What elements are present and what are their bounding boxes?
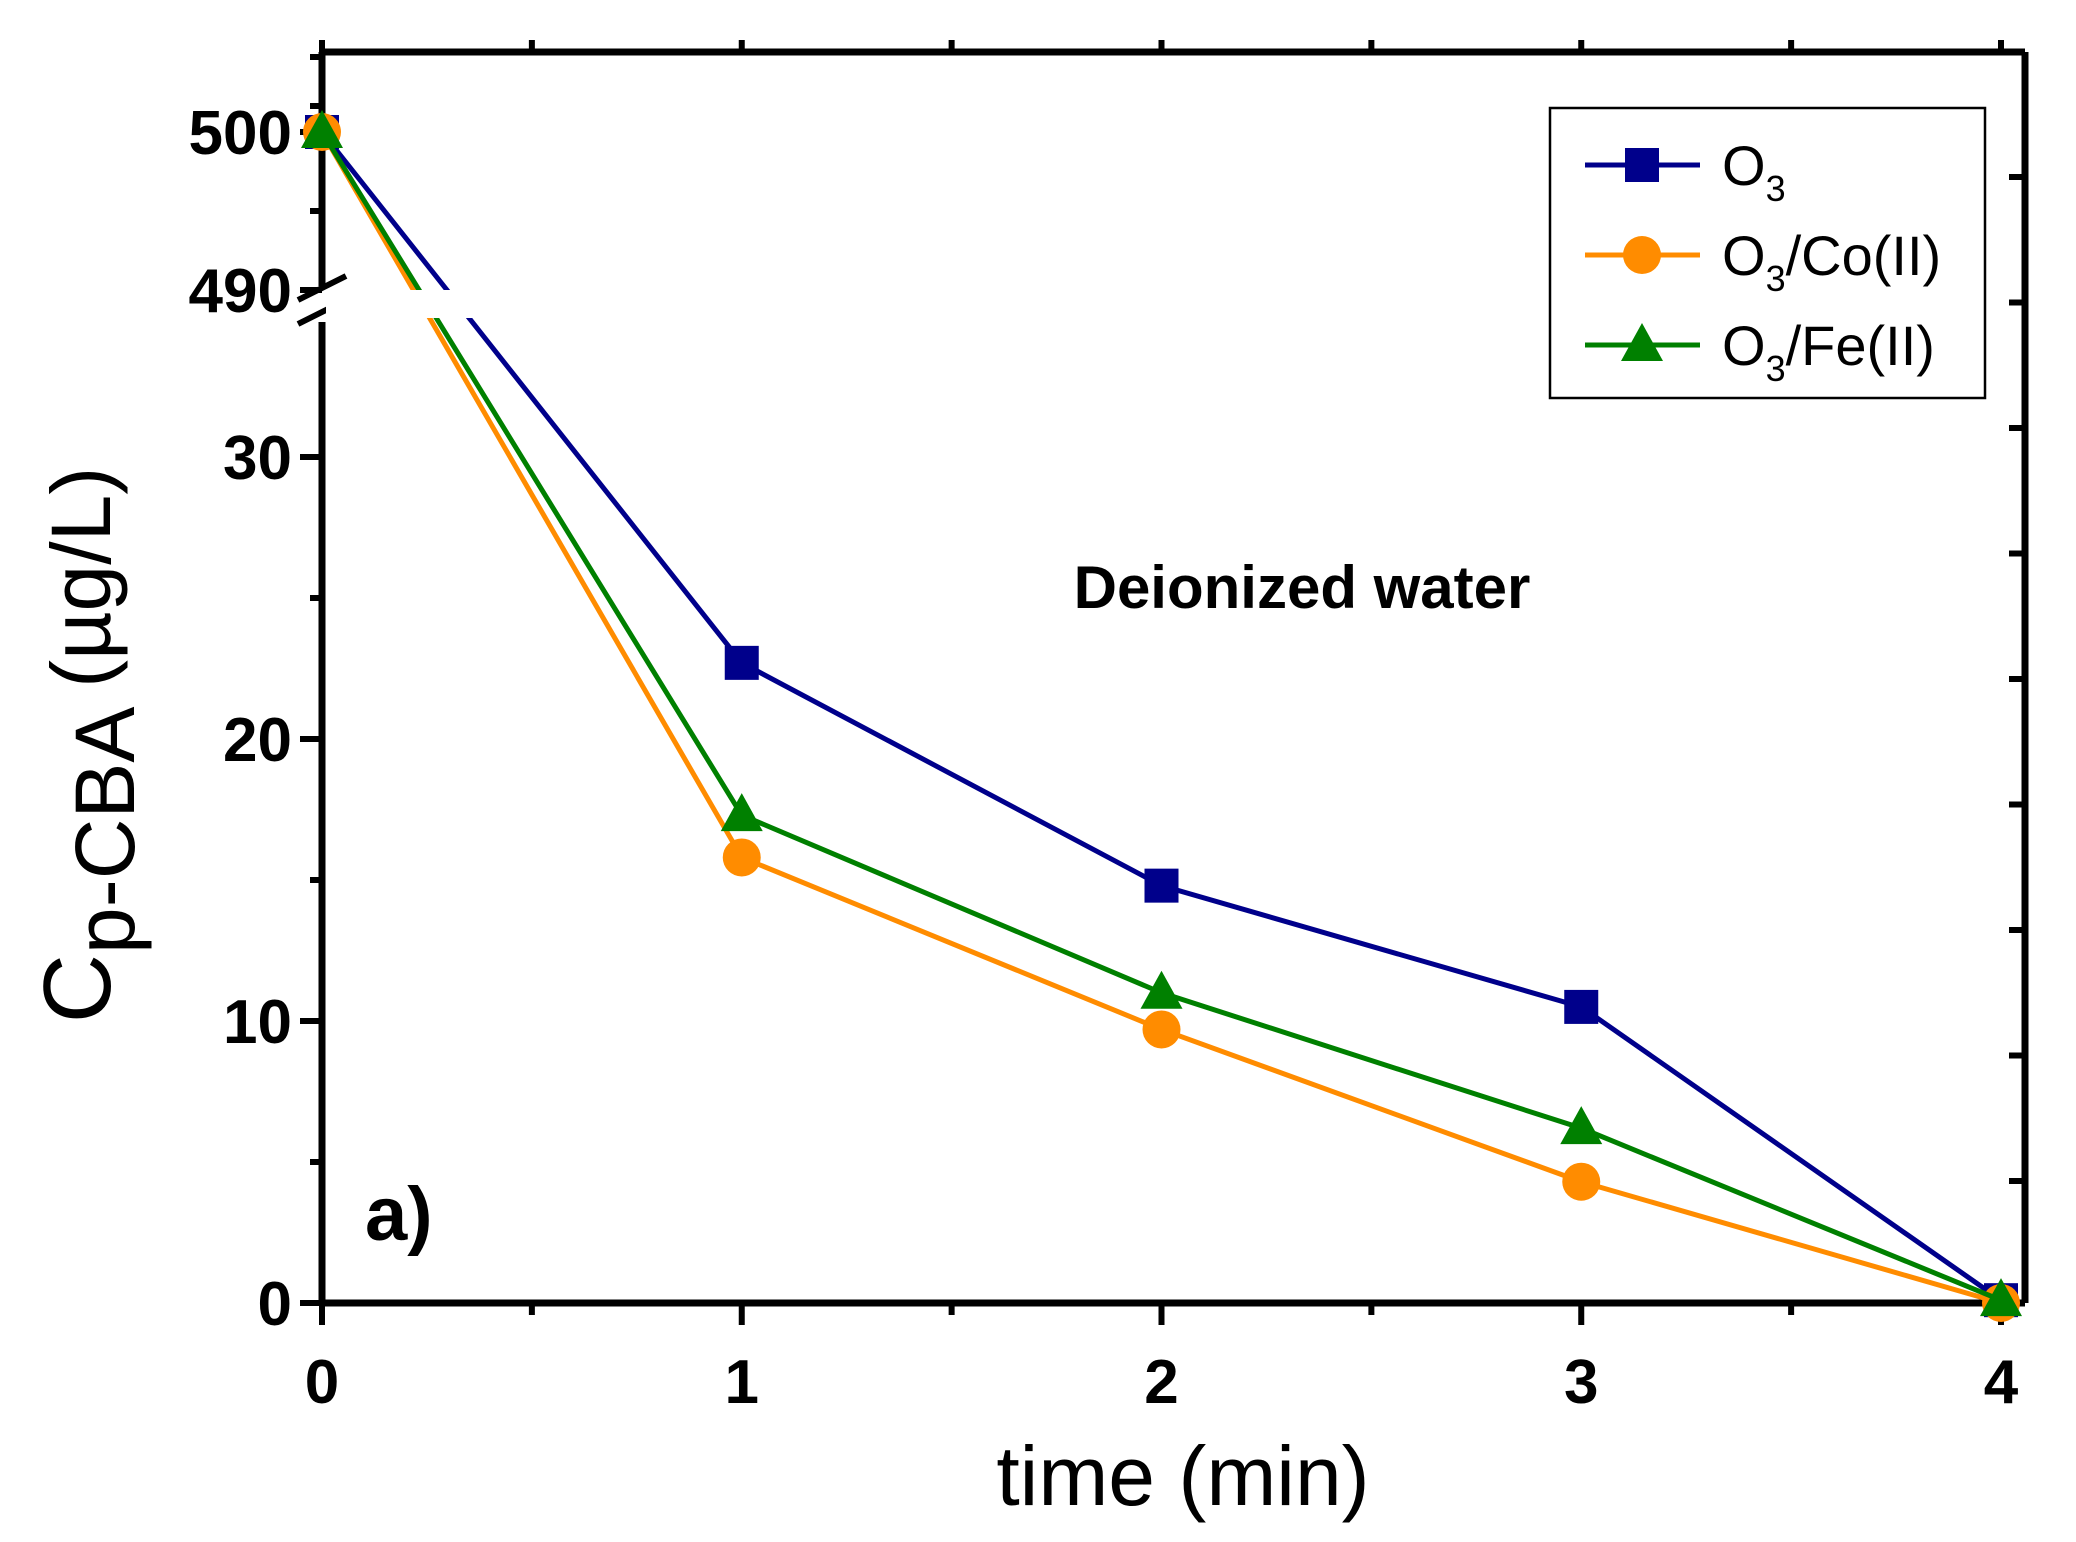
x-tick-label: 4 — [1984, 1348, 2019, 1417]
legend-label: O3/Fe(II) — [1722, 314, 1935, 389]
y-tick-label: 20 — [223, 706, 292, 775]
data-point — [1564, 989, 1599, 1024]
x-tick-label: 3 — [1564, 1348, 1598, 1417]
data-point — [722, 838, 761, 877]
panel-label: a) — [365, 1172, 433, 1257]
legend: O3 O3/Co(II) O3/Fe(II) — [1548, 106, 1987, 400]
axis-break-gap — [326, 290, 486, 318]
data-point — [724, 645, 759, 680]
data-point — [1142, 1010, 1181, 1049]
y-axis-title-main: C — [24, 954, 131, 1023]
legend-marker — [1623, 236, 1661, 274]
y-axis-title: Cp-CBA (µg/L) — [24, 467, 152, 1024]
data-point — [1562, 1162, 1601, 1201]
y-tick-label: 0 — [258, 1270, 292, 1339]
y-tick-label: 10 — [223, 988, 292, 1057]
legend-label: O3/Co(II) — [1722, 224, 1941, 299]
data-point — [1980, 1278, 2022, 1317]
y-tick-label: 500 — [189, 99, 292, 168]
y-axis-title-suffix: (µg/L) — [34, 467, 128, 711]
data-point — [1560, 1106, 1603, 1145]
medium-annotation: Deionized water — [1074, 554, 1531, 621]
data-point — [1140, 970, 1183, 1009]
legend-item-3: O3/Fe(II) — [1585, 314, 1935, 389]
legend-marker — [1621, 323, 1663, 361]
x-tick-label: 2 — [1144, 1348, 1178, 1417]
legend-item-1: O3 — [1585, 134, 1786, 209]
data-point — [1144, 868, 1179, 903]
x-tick-label: 0 — [305, 1348, 339, 1417]
y-tick-label: 490 — [189, 257, 292, 326]
y-tick-label: 30 — [223, 424, 292, 493]
data-point — [720, 793, 763, 832]
axes — [296, 48, 2029, 1307]
legend-marker — [1625, 148, 1659, 182]
y-axis-title-sub: p-CBA — [58, 707, 152, 954]
legend-label: O3 — [1722, 134, 1786, 209]
x-tick-label: 1 — [725, 1348, 759, 1417]
series-3 — [301, 110, 2022, 1317]
x-axis-title: time (min) — [996, 1429, 1369, 1523]
data-point — [301, 110, 343, 148]
series-layer — [301, 110, 2022, 1322]
ticks: 0 1 2 3 4 0 10 20 30 490 500 — [189, 40, 2025, 1417]
legend-item-2: O3/Co(II) — [1585, 224, 1941, 299]
